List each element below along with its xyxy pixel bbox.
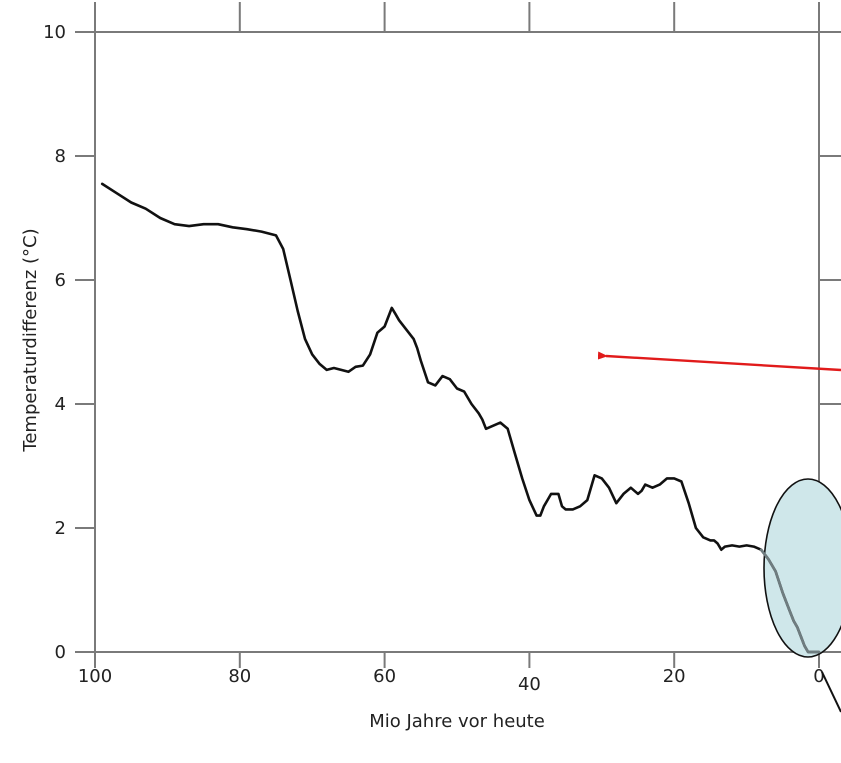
y-axis-ticks: 0 2 4 6 8 10 <box>43 22 841 663</box>
y-axis-title: Temperaturdifferenz (°C) <box>20 228 41 452</box>
x-tick-label: 20 <box>663 666 686 687</box>
y-tick-label: 6 <box>55 270 66 291</box>
series-line-highlighted-segment <box>759 548 821 654</box>
y-tick-label: 10 <box>43 22 66 43</box>
x-axis-ticks: 100 80 60 40 20 0 <box>78 2 825 695</box>
x-tick-label: 100 <box>78 666 112 687</box>
y-tick-label: 4 <box>55 394 66 415</box>
red-arrow <box>597 351 841 372</box>
x-tick-label: 60 <box>373 666 396 687</box>
x-axis-title: Mio Jahre vor heute <box>369 711 545 732</box>
x-tick-label: 80 <box>228 666 251 687</box>
recent-period-highlight <box>763 478 841 658</box>
x-tick-label: 0 <box>813 666 824 687</box>
y-tick-label: 0 <box>55 642 66 663</box>
y-tick-label: 2 <box>55 518 66 539</box>
y-tick-label: 8 <box>55 146 66 167</box>
series-line <box>100 182 821 654</box>
callout-line <box>821 671 841 713</box>
x-tick-label: 40 <box>518 674 541 695</box>
